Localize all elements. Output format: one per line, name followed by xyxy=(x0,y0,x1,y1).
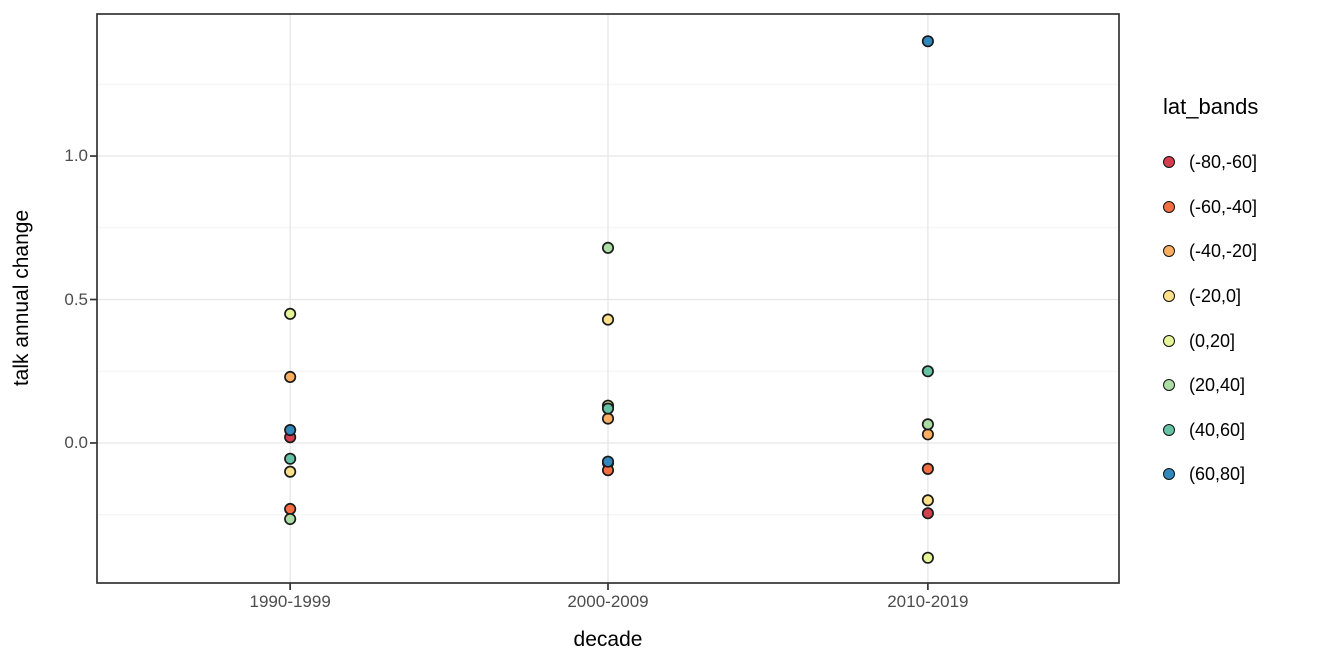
data-point xyxy=(921,365,934,378)
legend-label: (20,40] xyxy=(1189,375,1246,396)
data-point xyxy=(921,507,934,520)
data-point xyxy=(601,412,615,425)
data-point xyxy=(921,462,934,475)
data-point xyxy=(284,424,297,437)
data-point xyxy=(921,418,934,431)
legend-item: (20,40] xyxy=(1163,363,1257,408)
data-point xyxy=(284,452,297,465)
legend-label: (40,60] xyxy=(1189,419,1246,440)
legend-marker-icon xyxy=(1163,290,1175,303)
data-point xyxy=(921,551,934,564)
legend-label: (-60,-40] xyxy=(1189,196,1258,217)
legend-marker-icon xyxy=(1163,468,1175,481)
legend-item: (40,60] xyxy=(1163,408,1257,453)
legend-marker-icon xyxy=(1163,200,1175,213)
legend-title: lat_bands xyxy=(1163,94,1259,119)
legend-marker-icon xyxy=(1163,245,1175,258)
data-point xyxy=(921,428,934,441)
legend-item: (-60,-40] xyxy=(1163,185,1257,230)
legend-label: (60,80] xyxy=(1189,464,1246,485)
legend-item: (-40,-20] xyxy=(1163,229,1257,274)
legend-label: (-80,-60] xyxy=(1189,152,1258,173)
y-axis-title: talk annual change xyxy=(10,209,33,387)
data-point xyxy=(284,502,297,516)
y-tick-label: 1.0 xyxy=(64,146,88,166)
data-point xyxy=(284,370,297,384)
panel-border xyxy=(96,13,1120,584)
x-tick-label: 2010-2019 xyxy=(887,592,969,611)
legend-label: (-20,0] xyxy=(1189,286,1242,307)
legend-marker-icon xyxy=(1163,379,1175,392)
x-tick-label: 2000-2009 xyxy=(567,592,649,611)
data-point xyxy=(921,35,934,48)
x-tick-label: 1990-1999 xyxy=(249,592,331,611)
legend-label: (0,20] xyxy=(1189,330,1236,351)
y-tick-label: 0.5 xyxy=(64,289,88,309)
data-point xyxy=(601,402,615,415)
y-tick-label: 0.0 xyxy=(64,432,88,452)
legend-item: (0,20] xyxy=(1163,318,1257,363)
legend-item: (60,80] xyxy=(1163,452,1257,497)
data-point xyxy=(284,512,297,526)
data-point xyxy=(921,494,934,507)
legend-marker-icon xyxy=(1163,334,1175,347)
data-point xyxy=(601,455,615,468)
data-point xyxy=(601,241,615,254)
legend-label: (-40,-20] xyxy=(1189,241,1258,262)
data-point xyxy=(284,465,297,478)
data-point xyxy=(601,313,615,326)
legend-marker-icon xyxy=(1163,423,1175,436)
legend-marker-icon xyxy=(1163,156,1175,169)
legend-item: (-20,0] xyxy=(1163,274,1257,319)
legend-item: (-80,-60] xyxy=(1163,140,1257,185)
legend: lat_bands (-80,-60] (-60,-40] (-40,-20] (-2… xyxy=(1156,0,1341,672)
x-axis-title: decade xyxy=(573,628,643,651)
legend-items: (-80,-60] (-60,-40] (-40,-20] (-20,0] (0,20]… xyxy=(1163,140,1257,497)
data-point xyxy=(284,307,297,320)
